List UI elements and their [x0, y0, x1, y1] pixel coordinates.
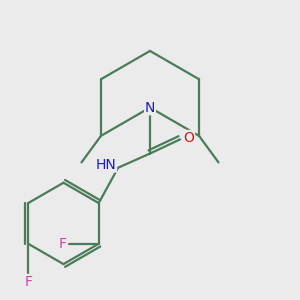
Text: O: O — [184, 130, 194, 145]
Text: F: F — [58, 237, 66, 251]
Text: N: N — [145, 100, 155, 115]
Text: HN: HN — [96, 158, 116, 172]
Text: F: F — [24, 274, 32, 289]
